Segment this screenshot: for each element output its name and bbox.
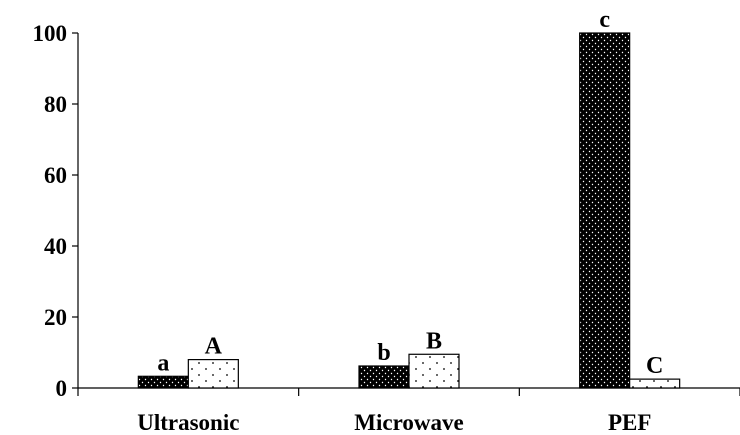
significance-letter: B: [426, 328, 442, 354]
y-tick-label: 60: [44, 163, 67, 188]
axes: [72, 32, 740, 396]
significance-letter: C: [646, 353, 663, 379]
bar-microwave-series-2: [408, 353, 460, 389]
bar-microwave-series-1: [358, 365, 410, 389]
significance-letter: a: [157, 350, 169, 376]
bar-pef-series-2: [629, 378, 681, 389]
x-category-label: Ultrasonic: [137, 410, 239, 435]
labels: 0 20 40 60 80 100 a A Ultrasonic b B Microwave c C PEF: [33, 7, 664, 435]
x-category-label: PEF: [608, 410, 651, 435]
bars: [137, 32, 681, 389]
y-tick-label: 0: [56, 376, 68, 401]
y-tick-label: 80: [44, 92, 67, 117]
significance-letter: b: [377, 340, 390, 366]
bar-ultrasonic-series-2: [187, 359, 239, 389]
y-tick-label: 40: [44, 234, 67, 259]
y-tick-label: 100: [33, 21, 68, 46]
y-tick-label: 20: [44, 305, 67, 330]
significance-letter: A: [205, 334, 223, 360]
bar-ultrasonic-series-1: [137, 375, 189, 389]
x-category-label: Microwave: [354, 410, 463, 435]
significance-letter: c: [599, 7, 610, 33]
bar-pef-series-1: [579, 32, 631, 389]
